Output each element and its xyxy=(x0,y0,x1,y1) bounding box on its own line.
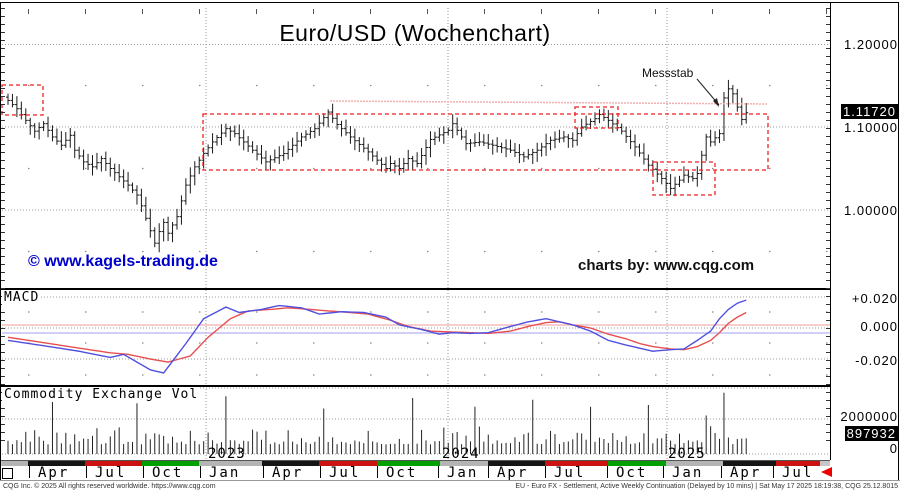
month-tick xyxy=(663,466,664,478)
chart-left-border xyxy=(0,2,1,480)
quarter-ticks-top xyxy=(28,9,828,14)
axis-label: 1.00000 xyxy=(844,203,898,218)
timeline-quarter-segment[interactable] xyxy=(488,461,545,466)
timeline-quarter-segment[interactable] xyxy=(2,461,28,466)
red-dashed-box-4 xyxy=(652,161,716,196)
macd-panel-divider xyxy=(0,288,830,290)
timeline-quarter-segment[interactable] xyxy=(262,461,319,466)
timeline-quarter-segment[interactable] xyxy=(545,461,608,466)
volume-panel-divider xyxy=(0,385,830,387)
current-value-badge: 1.11720 xyxy=(840,104,898,119)
status-bar: CQG Inc. © 2025 All rights reserved worl… xyxy=(0,480,900,491)
volume-panel-label: Commodity Exchange Vol xyxy=(2,387,201,402)
gridlines xyxy=(2,8,830,459)
time-axis-month-row: Apr Jul Oct Jan Apr Jul Oct Jan Apr Jul Oct Jan Apr J… xyxy=(0,465,830,481)
timeline-quarter-segment[interactable] xyxy=(319,461,377,466)
year-label: 2025 xyxy=(668,446,706,462)
chart-right-border xyxy=(898,2,899,480)
timeline-quarter-segment[interactable] xyxy=(28,461,85,466)
month-label: Jul xyxy=(554,465,586,481)
macd-axis-labels: +0.020 0.000 -0.020 xyxy=(831,285,900,385)
year-label: 2024 xyxy=(442,446,480,462)
messstab-annotation-label: Messstab xyxy=(642,66,694,80)
timeline-quarter-segment[interactable] xyxy=(199,461,262,466)
scrollbar-left-button[interactable] xyxy=(2,468,13,479)
month-tick xyxy=(377,466,378,478)
macd-lines xyxy=(7,299,747,374)
month-tick xyxy=(721,466,722,478)
macd-panel-label: MACD xyxy=(2,290,42,305)
axis-label: 1.10000 xyxy=(844,120,898,135)
price-ohlc-bars xyxy=(6,79,749,253)
month-label: Apr xyxy=(730,465,762,481)
month-label: Jul xyxy=(782,465,814,481)
month-tick xyxy=(773,466,774,478)
timeline-quarter-segment[interactable] xyxy=(142,461,199,466)
price-axis-divider xyxy=(830,2,831,460)
year-label: 2023 xyxy=(208,446,246,462)
timeline-quarter-segment[interactable] xyxy=(608,461,666,466)
month-label: Apr xyxy=(272,465,304,481)
status-contract-info: EU - Euro FX - Settlement, Active Weekly… xyxy=(515,483,898,490)
month-label: Oct xyxy=(386,465,418,481)
timeline-quarter-segment[interactable] xyxy=(85,461,142,466)
month-tick xyxy=(320,466,321,478)
month-tick xyxy=(488,466,489,478)
month-label: Oct xyxy=(152,465,184,481)
timeline-quarter-segment[interactable] xyxy=(723,461,776,466)
macd-signal-line-red xyxy=(7,307,747,363)
volume-bars xyxy=(7,392,747,454)
chart-title: Euro/USD (Wochenchart) xyxy=(279,20,551,46)
status-copyright: CQG Inc. © 2025 All rights reserved worl… xyxy=(3,483,216,490)
month-tick xyxy=(545,466,546,478)
month-tick xyxy=(438,466,439,478)
pink-resistance-line xyxy=(329,100,769,105)
current-value-badge: 897932 xyxy=(844,426,898,441)
month-tick xyxy=(263,466,264,478)
month-tick xyxy=(607,466,608,478)
timeline-quarter-segment[interactable] xyxy=(377,461,440,466)
axis-label: 0.000 xyxy=(860,319,898,334)
month-tick xyxy=(86,466,87,478)
macd-line-blue xyxy=(7,299,747,374)
month-label: Jul xyxy=(329,465,361,481)
month-tick xyxy=(29,466,30,478)
month-tick xyxy=(200,466,201,478)
axis-label: 0 xyxy=(889,441,898,456)
timeline-quarter-segment[interactable] xyxy=(440,461,488,466)
month-label: Jan xyxy=(672,465,704,481)
messstab-arrowhead xyxy=(713,98,719,107)
month-label: Jul xyxy=(95,465,127,481)
month-label: Apr xyxy=(497,465,529,481)
axis-label: +0.020 xyxy=(851,291,898,306)
timeline-quarter-segment[interactable] xyxy=(776,461,820,466)
red-dashed-box-3 xyxy=(574,106,619,129)
chart-top-border xyxy=(0,2,899,3)
timeline-quarter-segment[interactable] xyxy=(666,461,723,466)
timeline-scrollbar-track[interactable] xyxy=(1,460,830,466)
scroll-right-arrow-icon[interactable] xyxy=(818,466,834,478)
minor-ticks-left-axis xyxy=(1,8,5,448)
price-axis-labels: 1.20000 1.11720 1.10000 1.00000 xyxy=(831,0,900,285)
month-label: Apr xyxy=(38,465,70,481)
minor-ticks-right-axis xyxy=(826,8,830,448)
cqg-watermark: charts by: www.cqg.com xyxy=(578,257,755,274)
drawing-objects[interactable] xyxy=(1,78,769,196)
month-label: Jan xyxy=(209,465,241,481)
kagels-trading-watermark: © www.kagels-trading.de xyxy=(28,253,218,270)
axis-label: 2000000 xyxy=(840,409,898,424)
axis-label: 1.20000 xyxy=(844,37,898,52)
month-tick xyxy=(143,466,144,478)
month-label: Jan xyxy=(447,465,479,481)
volume-axis-labels: 2000000 897932 0 xyxy=(831,385,900,460)
red-dashed-box-2 xyxy=(202,113,769,171)
axis-label: -0.020 xyxy=(855,353,898,368)
month-label: Oct xyxy=(616,465,648,481)
